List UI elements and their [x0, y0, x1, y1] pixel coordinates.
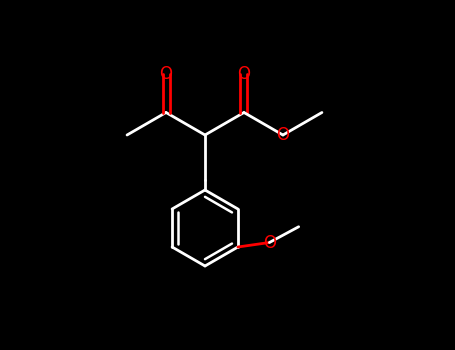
Text: O: O	[238, 65, 250, 83]
Text: O: O	[160, 65, 172, 83]
Text: O: O	[263, 233, 276, 252]
Text: O: O	[277, 126, 289, 144]
